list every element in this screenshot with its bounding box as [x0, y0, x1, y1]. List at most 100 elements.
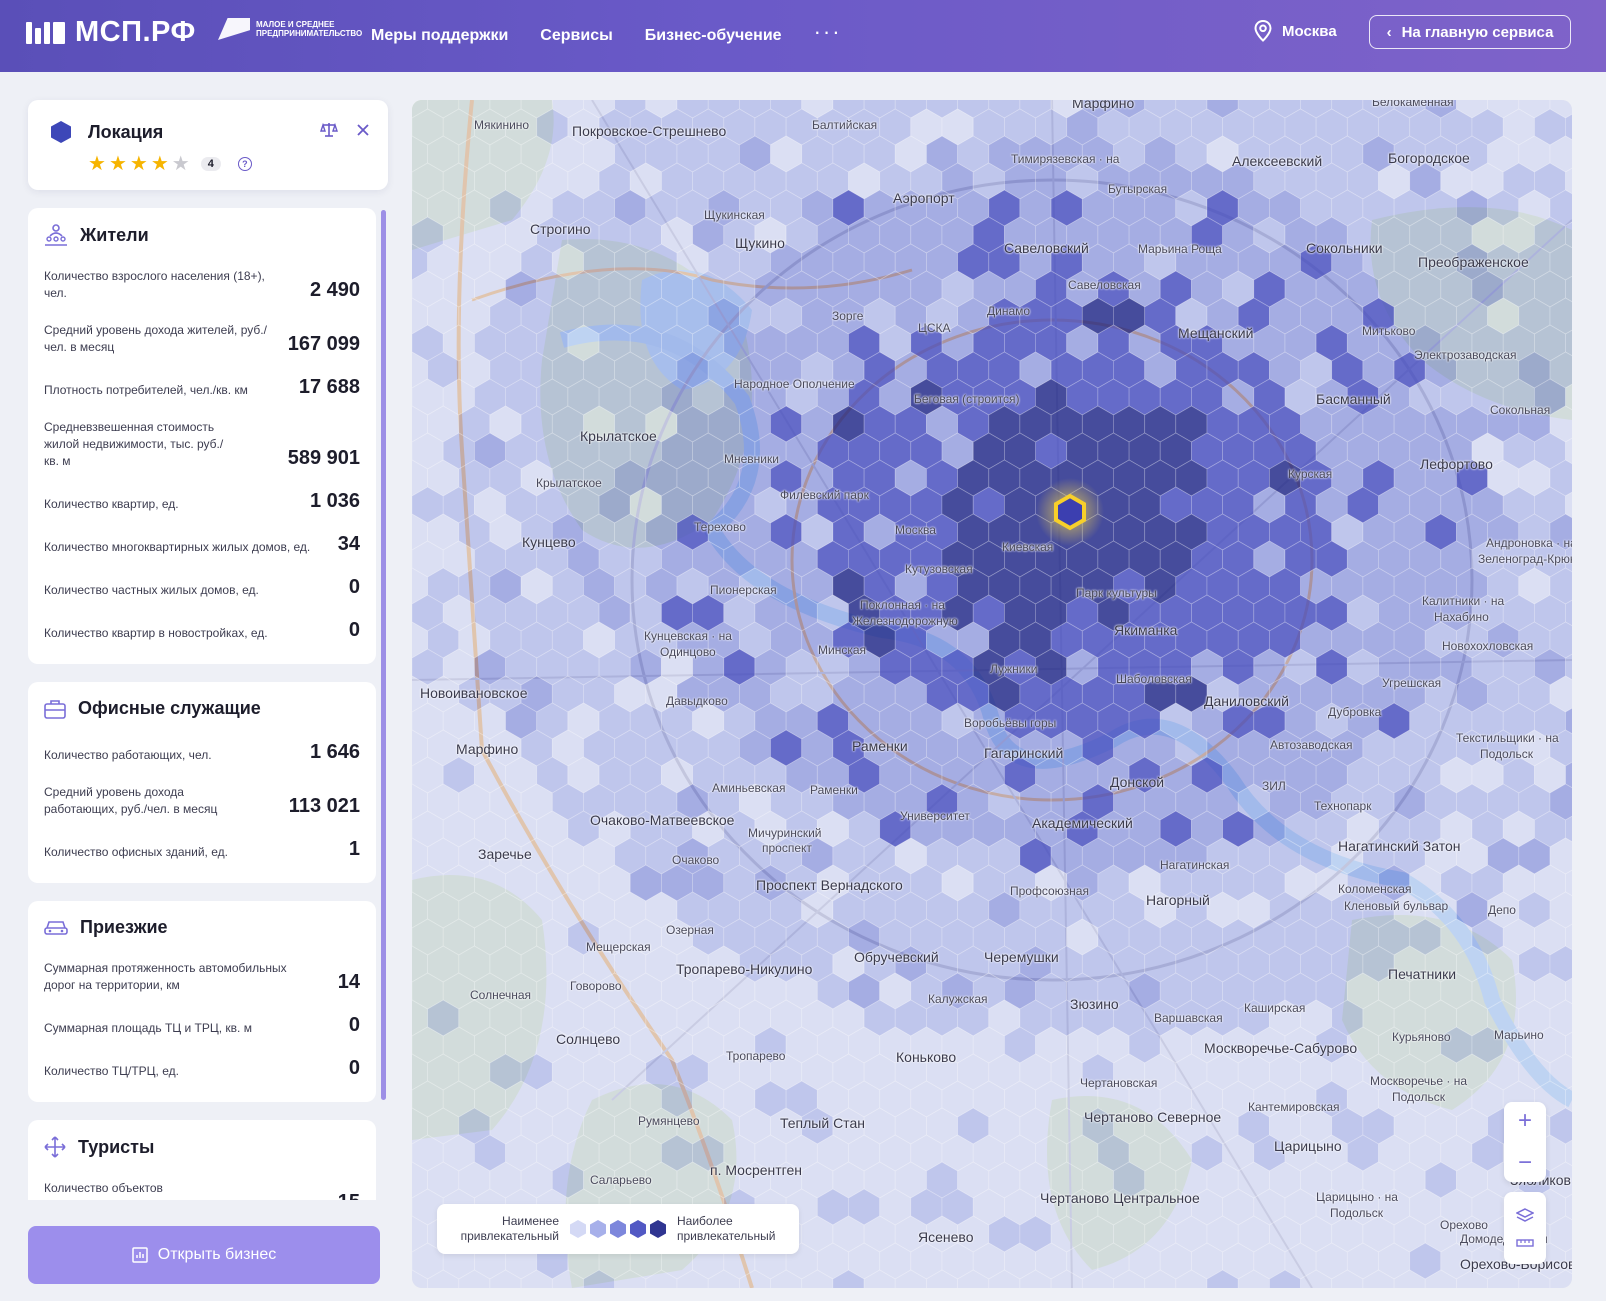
heatmap-hex[interactable] [1424, 1269, 1457, 1288]
back-to-service-button[interactable]: ‹ На главную сервиса [1369, 15, 1571, 49]
nav-education[interactable]: Бизнес-обучение [644, 27, 782, 44]
heatmap-hex[interactable] [863, 1269, 896, 1288]
heatmap-hex[interactable] [770, 1269, 803, 1288]
map-place-label: Беговая (строится) [914, 392, 1020, 406]
heatmap-hex[interactable] [412, 1269, 429, 1288]
help-icon[interactable]: ? [237, 157, 252, 171]
map-legend: Наименее привлекательный Наиболее привле… [437, 1204, 799, 1254]
heatmap-hex[interactable] [427, 1269, 460, 1288]
heatmap-hex[interactable] [1081, 1269, 1114, 1288]
heatmap-hex[interactable] [707, 1269, 740, 1288]
open-business-button[interactable]: Открыть бизнес [28, 1226, 380, 1284]
heatmap-hex[interactable] [957, 1269, 990, 1288]
heatmap-hex[interactable] [1518, 1269, 1551, 1288]
indicator-value: 167 099 [287, 333, 360, 355]
map-place-label: Басманный [1316, 391, 1391, 407]
back-button-label: На главную сервиса [1401, 23, 1554, 41]
panel-scrollbar[interactable] [381, 210, 386, 1100]
indicator-value: 589 901 [287, 447, 360, 469]
map-place-label: Лужники [990, 662, 1038, 676]
heatmap-hex[interactable] [614, 1269, 647, 1288]
nav-services[interactable]: Сервисы [540, 27, 613, 44]
star-icon: ★ [171, 153, 190, 175]
indicator-value: 2 490 [309, 279, 360, 301]
map-place-label: Румянцево [638, 1114, 700, 1128]
indicator-value: 14 [337, 971, 360, 993]
indicators-panel[interactable]: Жители Количество взрослого населения (1… [28, 208, 388, 1200]
heatmap-hex[interactable] [676, 1269, 709, 1288]
heatmap-hex[interactable] [1269, 1269, 1301, 1288]
heatmap-hex[interactable] [1549, 1269, 1572, 1288]
map-place-label: Теплый Стан [780, 1115, 865, 1131]
zoom-in-button[interactable]: + [1517, 1107, 1532, 1134]
close-icon[interactable] [356, 123, 370, 137]
heatmap-hex[interactable] [832, 1269, 865, 1288]
heatmap-hex[interactable] [988, 1269, 1021, 1288]
map-place-label: Киевская [1002, 540, 1054, 554]
indicator-label: Суммарная площадь ТЦ и ТРЦ, кв. м [44, 1021, 252, 1035]
heatmap-hex[interactable] [894, 1269, 927, 1288]
map-place-label: Подольск [1330, 1206, 1383, 1220]
layers-icon[interactable] [1516, 1208, 1534, 1224]
heatmap-hex[interactable] [1144, 1269, 1177, 1288]
heatmap-hex[interactable] [1456, 1269, 1488, 1288]
section-office: Офисные служащие Количество работающих, … [28, 682, 376, 883]
sublogo-text: МАЛОЕ И СРЕДНЕЕ ПРЕДПРИНИМАТЕЛЬСТВО [256, 20, 363, 38]
map-place-label: Угрешская [1382, 676, 1442, 690]
heatmap-hex[interactable] [489, 1269, 522, 1288]
map-canvas[interactable] [412, 100, 1572, 1288]
heatmap-hex[interactable] [1113, 1269, 1146, 1288]
heatmap-hex[interactable] [1019, 1269, 1052, 1288]
indicator-row: Средневзвешенная стоимость жилой недвижи… [44, 411, 360, 482]
heatmap-hex[interactable] [738, 1269, 771, 1288]
heatmap-hex[interactable] [645, 1269, 678, 1288]
heatmap-hex[interactable] [926, 1269, 958, 1288]
map-place-label: Подольск [1480, 747, 1533, 761]
map-place-label: Профсоюзная [1010, 884, 1089, 898]
heatmap-hex[interactable] [1362, 1269, 1395, 1288]
heatmap-hex[interactable] [1393, 1269, 1426, 1288]
heatmap-hex[interactable] [1487, 1269, 1520, 1288]
heatmap-hex[interactable] [1331, 1269, 1364, 1288]
map-place-label: Кленовый бульвар [1344, 899, 1449, 913]
heatmap-hex[interactable] [801, 1269, 834, 1288]
heatmap-hex[interactable] [1206, 1269, 1239, 1288]
zoom-out-button[interactable]: − [1517, 1149, 1532, 1176]
heatmap-hex[interactable] [1237, 1269, 1270, 1288]
section-title: Офисные служащие [78, 698, 261, 718]
section-tourists: Туристы Количество объектов достопримеча… [28, 1120, 376, 1200]
map-place-label: Донской [1110, 774, 1165, 790]
indicator-value: 1 [348, 838, 360, 860]
nav-support[interactable]: Меры поддержки [371, 27, 509, 44]
map-place-label: Печатники [1388, 966, 1457, 982]
map-place-label: Нахабино [1434, 610, 1489, 624]
compare-scales-icon[interactable] [320, 122, 338, 138]
map-place-label: Царицыно · на [1316, 1190, 1398, 1204]
heatmap-hex[interactable] [1175, 1269, 1208, 1288]
map-place-label: Новоивановское [420, 685, 528, 701]
map-place-label: ЗИЛ [1262, 779, 1286, 793]
map-place-label: Одинцово [660, 645, 716, 659]
heatmap-map[interactable]: Марфино Белокаменная Мякинино Покровское-Ст… [412, 100, 1572, 1288]
city-selector[interactable]: Москва [1254, 20, 1337, 42]
flag-icon [218, 18, 250, 40]
logo-text: МСП.РФ [75, 16, 196, 48]
map-place-label: Нагатинский Затон [1338, 838, 1461, 854]
heatmap-hex[interactable] [1300, 1269, 1333, 1288]
heatmap-hex[interactable] [458, 1269, 491, 1288]
ruler-icon[interactable] [1516, 1238, 1534, 1248]
map-place-label: Кутузовская [905, 562, 973, 576]
indicator-label: Количество объектов достопримечательност… [44, 1181, 209, 1200]
map-place-label: Обручевский [854, 949, 939, 965]
indicator-row: Количество частных жилых домов, ед. 0 [44, 568, 360, 611]
indicator-row: Количество ТЦ/ТРЦ, ед. 0 [44, 1049, 360, 1092]
more-icon[interactable]: ··· [813, 19, 842, 44]
heatmap-hex[interactable] [551, 1269, 584, 1288]
selected-location-marker[interactable] [1054, 493, 1086, 531]
map-place-label: Чертаново Северное [1084, 1109, 1222, 1125]
heatmap-hex[interactable] [520, 1269, 553, 1288]
msp-logo[interactable]: МСП.РФ [26, 16, 196, 49]
heatmap-hex[interactable] [1050, 1269, 1083, 1288]
heatmap-hex[interactable] [583, 1269, 616, 1288]
rating-badge: 4 [200, 157, 221, 171]
